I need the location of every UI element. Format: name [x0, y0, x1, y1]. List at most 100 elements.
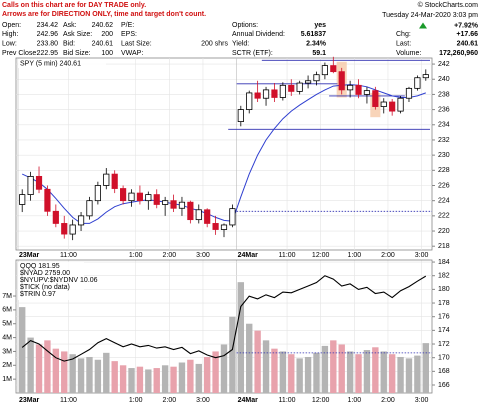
candle-body: [254, 92, 261, 99]
volume-bar: [262, 340, 270, 393]
volume-bar: [77, 358, 85, 393]
field-label: Volume:: [396, 50, 421, 57]
y2-tick-label: 184: [438, 259, 450, 266]
candle-body: [52, 210, 59, 224]
field-value: 200: [101, 31, 113, 38]
x-tick-label: 12:00: [312, 397, 330, 404]
volume-bar: [44, 340, 51, 393]
field-label: EPS:: [121, 31, 137, 38]
legend-entry: QQQ 181.95: [20, 263, 60, 270]
candle-body: [69, 224, 76, 235]
y-tick-label: 228: [438, 167, 450, 174]
y2-tick-label: 172: [438, 341, 450, 348]
legend-entry: $NYAD 2759.00: [20, 270, 70, 277]
x-tick-label: 3:00: [415, 397, 429, 404]
field-value: 240.61: [457, 40, 479, 47]
candle-body: [313, 74, 320, 82]
candle-body: [44, 188, 51, 212]
candle-body: [77, 215, 85, 226]
volume-bar: [237, 282, 245, 393]
candle-body: [355, 84, 362, 95]
candle-body: [330, 65, 337, 73]
candle-body: [229, 208, 236, 226]
field-label: Yield:: [232, 40, 249, 47]
field-value: +17.66: [456, 31, 478, 38]
field-value: 240.62: [92, 22, 114, 29]
y2-tick-label: 182: [438, 273, 450, 280]
candle-body: [271, 89, 278, 98]
volume-bar: [229, 316, 236, 393]
legend-entry: $TICK (no data): [20, 284, 70, 291]
volume-bar: [111, 361, 118, 393]
field-label: Bid Size:: [63, 50, 91, 57]
x-tick-label: 3:00: [196, 397, 210, 404]
volume-bar: [161, 365, 169, 393]
volume-bar: [220, 344, 228, 393]
candle-body: [153, 194, 160, 205]
candle-body: [204, 209, 211, 224]
field-value: 5.61837: [301, 31, 326, 38]
field-label: High:: [2, 31, 18, 38]
x-tick-label: 23Mar: [19, 397, 40, 404]
candle-body: [304, 80, 312, 84]
x-tick-label: 2:00: [381, 397, 395, 404]
y-tick-label: 226: [438, 182, 450, 189]
candle-body: [422, 74, 429, 79]
field-label: Options:: [232, 22, 258, 29]
x-tick-label: 1:00: [348, 252, 362, 259]
field-label: Last Size:: [121, 40, 152, 47]
y-tick-label: 6M: [2, 307, 12, 314]
x-tick-label: 2:00: [163, 397, 177, 404]
field-label: Prev Close:: [2, 50, 38, 57]
x-tick-label: 11:00: [60, 252, 77, 259]
candle-body: [296, 82, 303, 92]
y-tick-label: 242: [438, 61, 450, 68]
field-value: 240.61: [92, 40, 114, 47]
chart-title: SPY (5 min) 240.61: [20, 60, 81, 67]
candle-body: [380, 101, 387, 107]
change-percent: +7.92%: [454, 22, 479, 29]
y-tick-label: 218: [438, 243, 450, 250]
legend-entry: $TRIN 0.97: [20, 291, 56, 298]
y-tick-label: 232: [438, 137, 450, 144]
volume-bar: [254, 330, 261, 393]
y-tick-label: 224: [438, 198, 450, 205]
volume-bar: [27, 337, 34, 393]
candle-body: [279, 84, 286, 98]
volume-bar: [178, 362, 186, 393]
candle-body: [187, 201, 194, 221]
volume-bar: [355, 354, 362, 393]
volume-bar: [187, 359, 194, 393]
volume-bar: [414, 355, 421, 393]
legend-box: [18, 262, 84, 300]
volume-bar: [363, 350, 371, 393]
candle-body: [111, 173, 118, 189]
field-value: 2.34%: [306, 40, 327, 47]
candle-body: [128, 192, 135, 202]
volume-bar: [103, 352, 110, 393]
field-label: Chg:: [396, 31, 411, 38]
field-value: 59.1: [312, 50, 326, 57]
candle-body: [405, 87, 413, 99]
volume-bar: [136, 366, 144, 393]
candle-body: [288, 84, 295, 92]
volume-bar: [195, 363, 202, 393]
note: Calls on this chart are for DAY TRADE on…: [2, 2, 146, 9]
y2-tick-label: 170: [438, 355, 450, 362]
x-tick-label: 11:00: [279, 252, 296, 259]
candle-body: [397, 97, 404, 112]
note: Arrows are for DIRECTION ONLY, time and …: [2, 11, 206, 18]
field-value: yes: [314, 22, 326, 29]
candle-body: [389, 101, 396, 112]
x-tick-label: 2:00: [163, 252, 177, 259]
volume-bar: [422, 343, 429, 393]
field-label: Ask Size:: [63, 31, 92, 38]
candle-body: [136, 192, 144, 202]
x-tick-label: 11:00: [279, 397, 296, 404]
volume-bar: [296, 358, 303, 393]
panel-frame: [15, 57, 433, 251]
x-tick-label: 1:00: [129, 397, 143, 404]
volume-bar: [86, 356, 93, 393]
legend-entry: $NYUPV:$NYDNV 10.06: [20, 277, 98, 284]
volume-bar: [388, 354, 396, 393]
